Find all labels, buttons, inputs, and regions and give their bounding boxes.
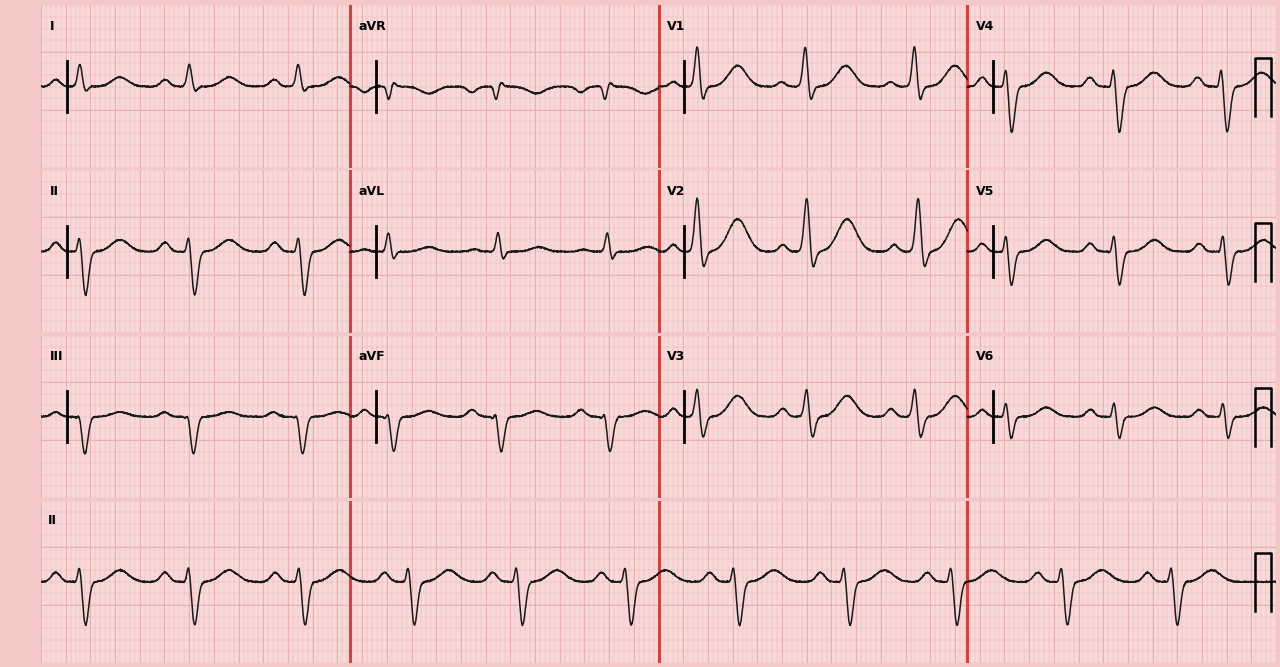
Text: II: II xyxy=(50,185,59,198)
Text: V1: V1 xyxy=(667,20,686,33)
Text: II: II xyxy=(49,514,58,528)
Text: I: I xyxy=(50,20,54,33)
Text: V5: V5 xyxy=(977,185,995,198)
Text: aVF: aVF xyxy=(358,350,385,363)
Text: V4: V4 xyxy=(977,20,995,33)
Text: aVL: aVL xyxy=(358,185,384,198)
Text: V3: V3 xyxy=(667,350,686,363)
Text: V2: V2 xyxy=(667,185,686,198)
Text: aVR: aVR xyxy=(358,20,387,33)
Text: V6: V6 xyxy=(977,350,995,363)
Text: III: III xyxy=(50,350,63,363)
